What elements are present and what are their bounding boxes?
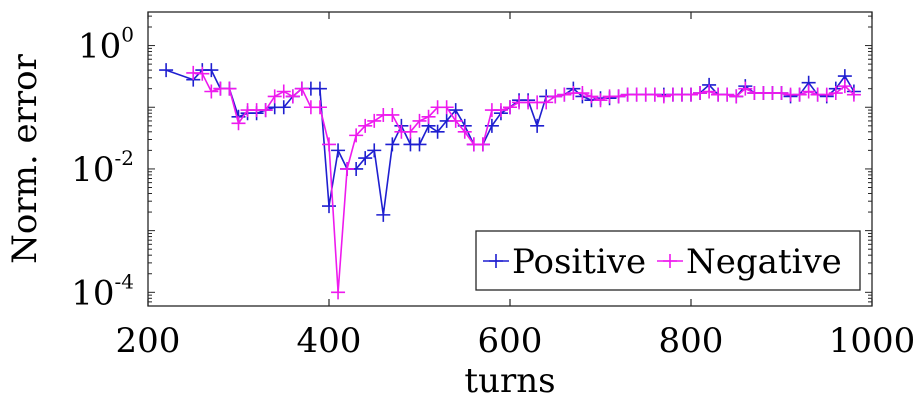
- negative-data-point: [204, 84, 219, 99]
- negative-data-point: [828, 86, 843, 101]
- negative-data-point: [439, 100, 454, 115]
- positive-data-point: [276, 100, 291, 115]
- negative-data-point: [367, 113, 382, 128]
- negative-data-point: [684, 87, 698, 102]
- negative-data-point: [412, 113, 427, 128]
- positive-data-point: [530, 118, 545, 133]
- x-tick-label: 600: [478, 321, 543, 361]
- legend-label-negative: Negative: [686, 242, 842, 282]
- positive-data-point: [376, 207, 391, 222]
- legend-item-positive: Positive: [483, 242, 646, 282]
- positive-data-point: [367, 143, 382, 158]
- y-tick-label: 100: [78, 23, 134, 67]
- legend-label-positive: Positive: [512, 242, 646, 282]
- negative-data-point: [548, 89, 563, 104]
- negative-data-point: [195, 66, 210, 81]
- negative-data-point: [774, 86, 789, 101]
- negative-data-point: [421, 109, 436, 124]
- negative-data-point: [285, 89, 300, 104]
- negative-data-point: [593, 93, 608, 108]
- series-layer: [159, 63, 861, 300]
- negative-data-point: [656, 89, 671, 104]
- positive-data-point: [430, 124, 445, 139]
- negative-data-point: [575, 86, 590, 101]
- negative-series-markers: [186, 65, 861, 300]
- positive-data-point: [159, 63, 174, 78]
- negative-data-point: [647, 87, 662, 102]
- y-axis-label: Norm. error: [5, 53, 45, 263]
- negative-data-point: [819, 87, 834, 102]
- negative-data-point: [331, 285, 346, 300]
- negative-data-point: [837, 79, 852, 94]
- negative-data-point: [503, 100, 517, 115]
- positive-data-point: [322, 199, 336, 214]
- negative-data-point: [702, 84, 717, 99]
- negative-data-point: [358, 118, 373, 133]
- negative-data-point: [846, 87, 861, 102]
- legend-swatch-marker: [663, 254, 677, 268]
- positive-data-point: [312, 81, 327, 96]
- positive-data-point: [385, 137, 400, 152]
- ticks-layer: 200 400 600 800 1000 100 10-2 10-4: [71, 12, 915, 361]
- negative-data-point: [448, 113, 463, 128]
- negative-data-point: [222, 81, 237, 96]
- negative-data-point: [294, 81, 309, 96]
- positive-data-point: [412, 137, 427, 152]
- positive-data-point: [204, 63, 219, 78]
- negative-data-point: [267, 89, 282, 104]
- negative-data-point: [403, 124, 418, 139]
- legend-item-negative: Negative: [657, 242, 842, 282]
- y-tick-label: 10-2: [71, 146, 134, 190]
- x-tick-label: 1000: [829, 321, 916, 361]
- positive-data-point: [358, 151, 373, 166]
- negative-data-point: [231, 116, 246, 131]
- x-tick-label: 200: [116, 321, 181, 361]
- x-tick-label: 800: [659, 321, 724, 361]
- legend-swatch-marker: [489, 254, 503, 268]
- legend-items: Positive Negative: [483, 242, 842, 282]
- negative-data-point: [584, 89, 599, 104]
- negative-data-point: [738, 81, 753, 96]
- negative-data-point: [801, 84, 816, 99]
- negative-data-point: [475, 137, 490, 152]
- negative-data-point: [385, 107, 400, 122]
- x-axis-label: turns: [464, 361, 555, 399]
- negative-data-point: [611, 89, 626, 104]
- negative-data-point: [720, 87, 735, 102]
- x-tick-label: 400: [297, 321, 362, 361]
- negative-data-point: [539, 95, 554, 110]
- legend: Positive Negative: [475, 230, 861, 291]
- negative-data-point: [493, 103, 508, 118]
- negative-data-point: [693, 86, 708, 101]
- negative-data-point: [349, 128, 364, 143]
- negative-data-point: [322, 137, 336, 152]
- positive-data-point: [331, 143, 346, 158]
- negative-data-point: [729, 89, 744, 104]
- negative-data-point: [276, 84, 291, 99]
- negative-data-point: [557, 87, 572, 102]
- negative-data-point: [792, 87, 807, 102]
- positive-series-markers: [159, 63, 861, 222]
- negative-data-point: [340, 161, 355, 176]
- negative-data-point: [258, 103, 273, 118]
- y-tick-label: 10-4: [71, 269, 134, 313]
- negative-data-point: [312, 100, 327, 115]
- negative-data-point: [457, 124, 472, 139]
